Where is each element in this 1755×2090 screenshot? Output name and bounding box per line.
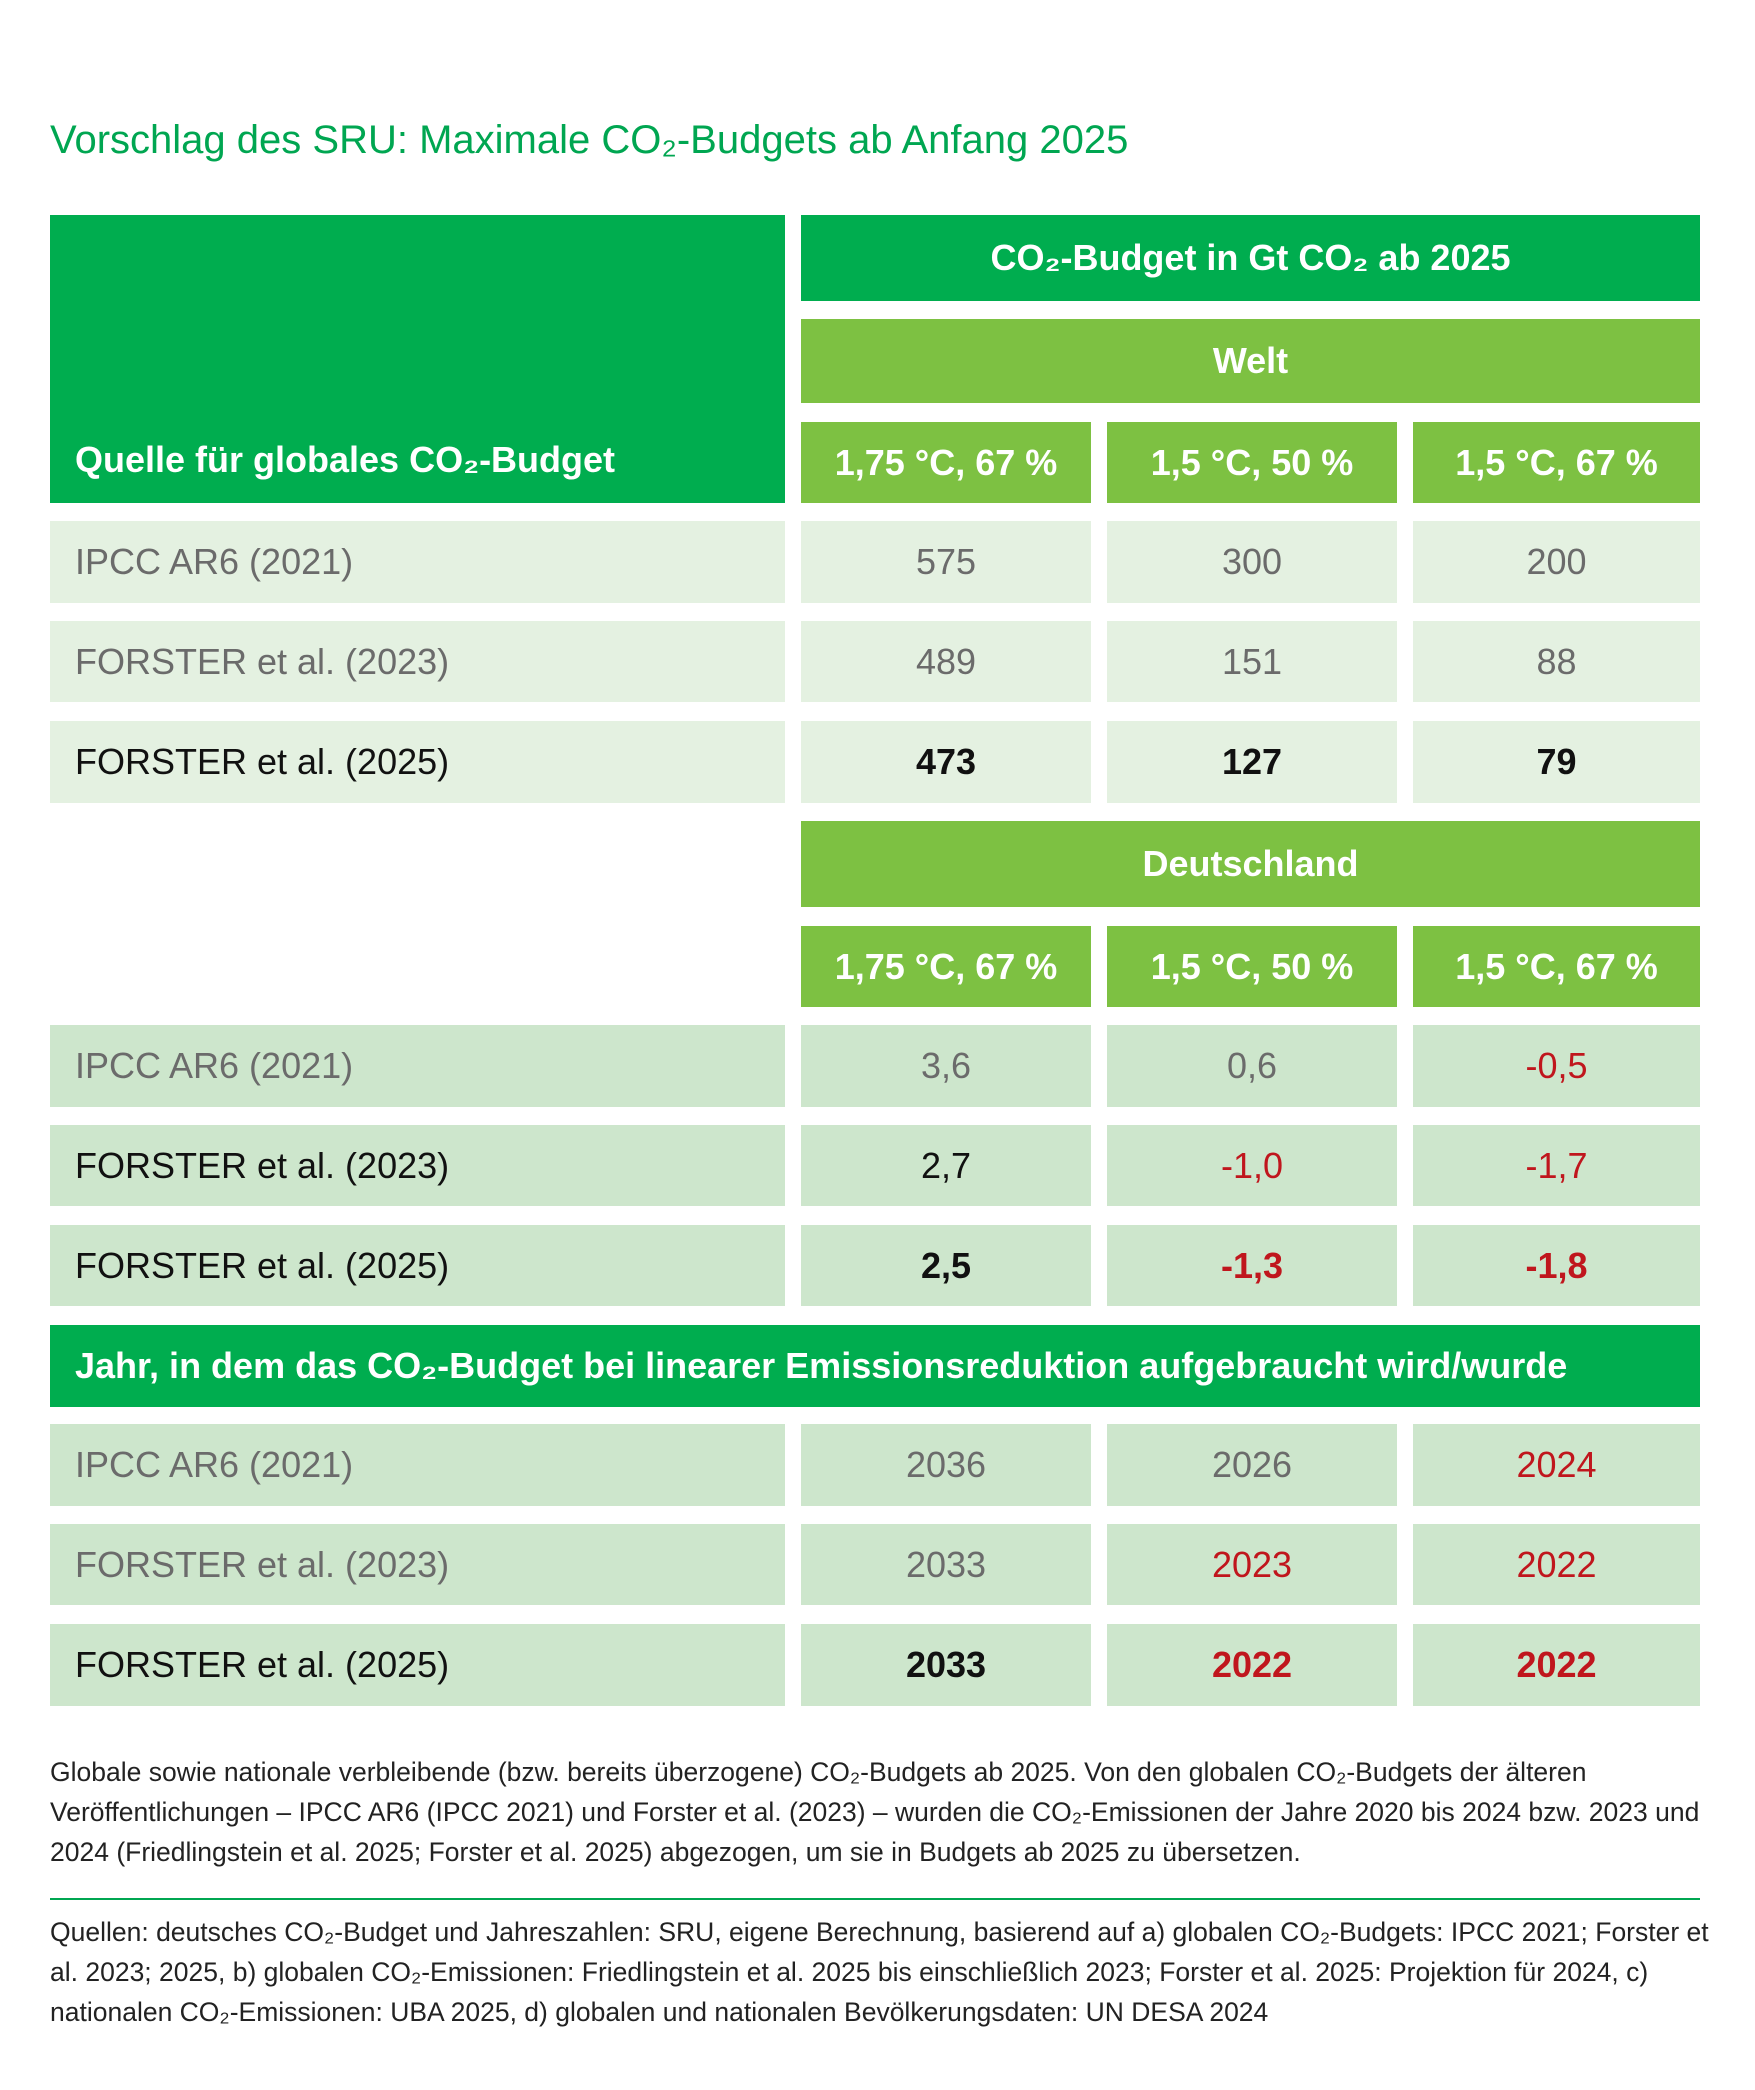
value-cell: 2026 [1107,1424,1397,1506]
sources: Quellen: deutsches CO₂-Budget und Jahres… [50,1917,1709,2027]
title: Vorschlag des SRU: Maximale CO₂-Budgets … [50,118,1129,162]
value-cell: 473 [801,721,1091,803]
value-cell: 0,6 [1107,1025,1397,1107]
value-cell: 3,6 [801,1025,1091,1107]
column-header: 1,75 °C, 67 % [801,422,1091,503]
value-cell: 88 [1413,621,1700,702]
source-cell: FORSTER et al. (2023) [50,1524,785,1605]
source-cell: FORSTER et al. (2025) [50,1225,785,1306]
value-cell: -1,0 [1107,1125,1397,1206]
value-cell: 79 [1413,721,1700,803]
value-cell: 200 [1413,521,1700,603]
source-cell: IPCC AR6 (2021) [50,521,785,603]
value-cell: 2022 [1413,1524,1700,1605]
value-cell: 2024 [1413,1424,1700,1506]
value-cell: -1,3 [1107,1225,1397,1306]
value-cell: 151 [1107,621,1397,702]
column-header: 1,5 °C, 50 % [1107,422,1397,503]
value-cell: 2,5 [801,1225,1091,1306]
value-cell: -1,7 [1413,1125,1700,1206]
value-cell: 575 [801,521,1091,603]
separator [50,1898,1700,1900]
source-cell: FORSTER et al. (2023) [50,1125,785,1206]
value-cell: 2033 [801,1524,1091,1605]
caption: Globale sowie nationale verbleibende (bz… [50,1757,1700,1867]
value-cell: -0,5 [1413,1025,1700,1107]
value-cell: 2036 [801,1424,1091,1506]
section-header: Welt [801,319,1700,403]
value-cell: -1,8 [1413,1225,1700,1306]
section-header: Deutschland [801,821,1700,907]
budget-header: CO₂-Budget in Gt CO₂ ab 2025 [801,215,1700,301]
source-cell: FORSTER et al. (2025) [50,721,785,803]
source-cell: IPCC AR6 (2021) [50,1025,785,1107]
value-cell: 300 [1107,521,1397,603]
column-header: 1,5 °C, 50 % [1107,926,1397,1007]
source-header: Quelle für globales CO₂-Budget [50,215,785,503]
value-cell: 2022 [1107,1624,1397,1706]
value-cell: 2023 [1107,1524,1397,1605]
value-cell: 2,7 [801,1125,1091,1206]
source-cell: FORSTER et al. (2025) [50,1624,785,1706]
source-cell: FORSTER et al. (2023) [50,621,785,702]
value-cell: 2033 [801,1624,1091,1706]
value-cell: 127 [1107,721,1397,803]
value-cell: 489 [801,621,1091,702]
column-header: 1,5 °C, 67 % [1413,926,1700,1007]
value-cell: 2022 [1413,1624,1700,1706]
section-header: Jahr, in dem das CO₂-Budget bei linearer… [50,1325,1700,1407]
source-cell: IPCC AR6 (2021) [50,1424,785,1506]
column-header: 1,5 °C, 67 % [1413,422,1700,503]
column-header: 1,75 °C, 67 % [801,926,1091,1007]
